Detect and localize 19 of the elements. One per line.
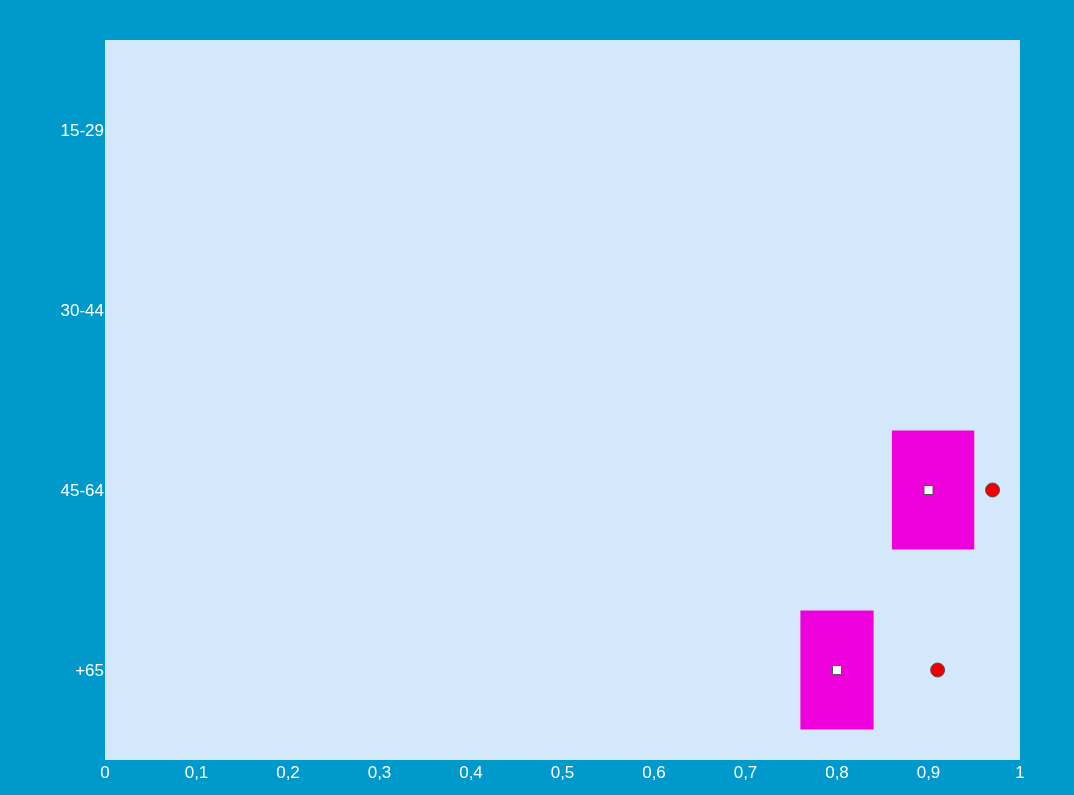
x-tick-label: 0,7 bbox=[733, 763, 758, 782]
x-tick-label: 0,8 bbox=[825, 763, 849, 782]
x-tick-label: 1 bbox=[1015, 763, 1025, 782]
y-tick-label: 15-29 bbox=[60, 120, 104, 140]
x-tick-label: 0,5 bbox=[550, 763, 575, 782]
y-tick-label: 30-44 bbox=[60, 300, 104, 320]
point bbox=[930, 662, 946, 678]
x-tick-label: 0,3 bbox=[367, 763, 392, 782]
x-tick-label: 0,2 bbox=[276, 763, 300, 782]
point bbox=[923, 485, 934, 495]
x-tick-label: 0 bbox=[100, 763, 110, 782]
point bbox=[832, 665, 842, 675]
x-tick-label: 0,9 bbox=[916, 763, 941, 782]
point bbox=[985, 482, 1001, 498]
x-tick-label: 0,4 bbox=[459, 763, 483, 782]
y-tick-label: 45-64 bbox=[60, 480, 104, 500]
y-tick-label: +65 bbox=[75, 660, 104, 680]
x-tick-label: 0,6 bbox=[642, 763, 666, 782]
x-tick-label: 0,1 bbox=[184, 763, 209, 782]
